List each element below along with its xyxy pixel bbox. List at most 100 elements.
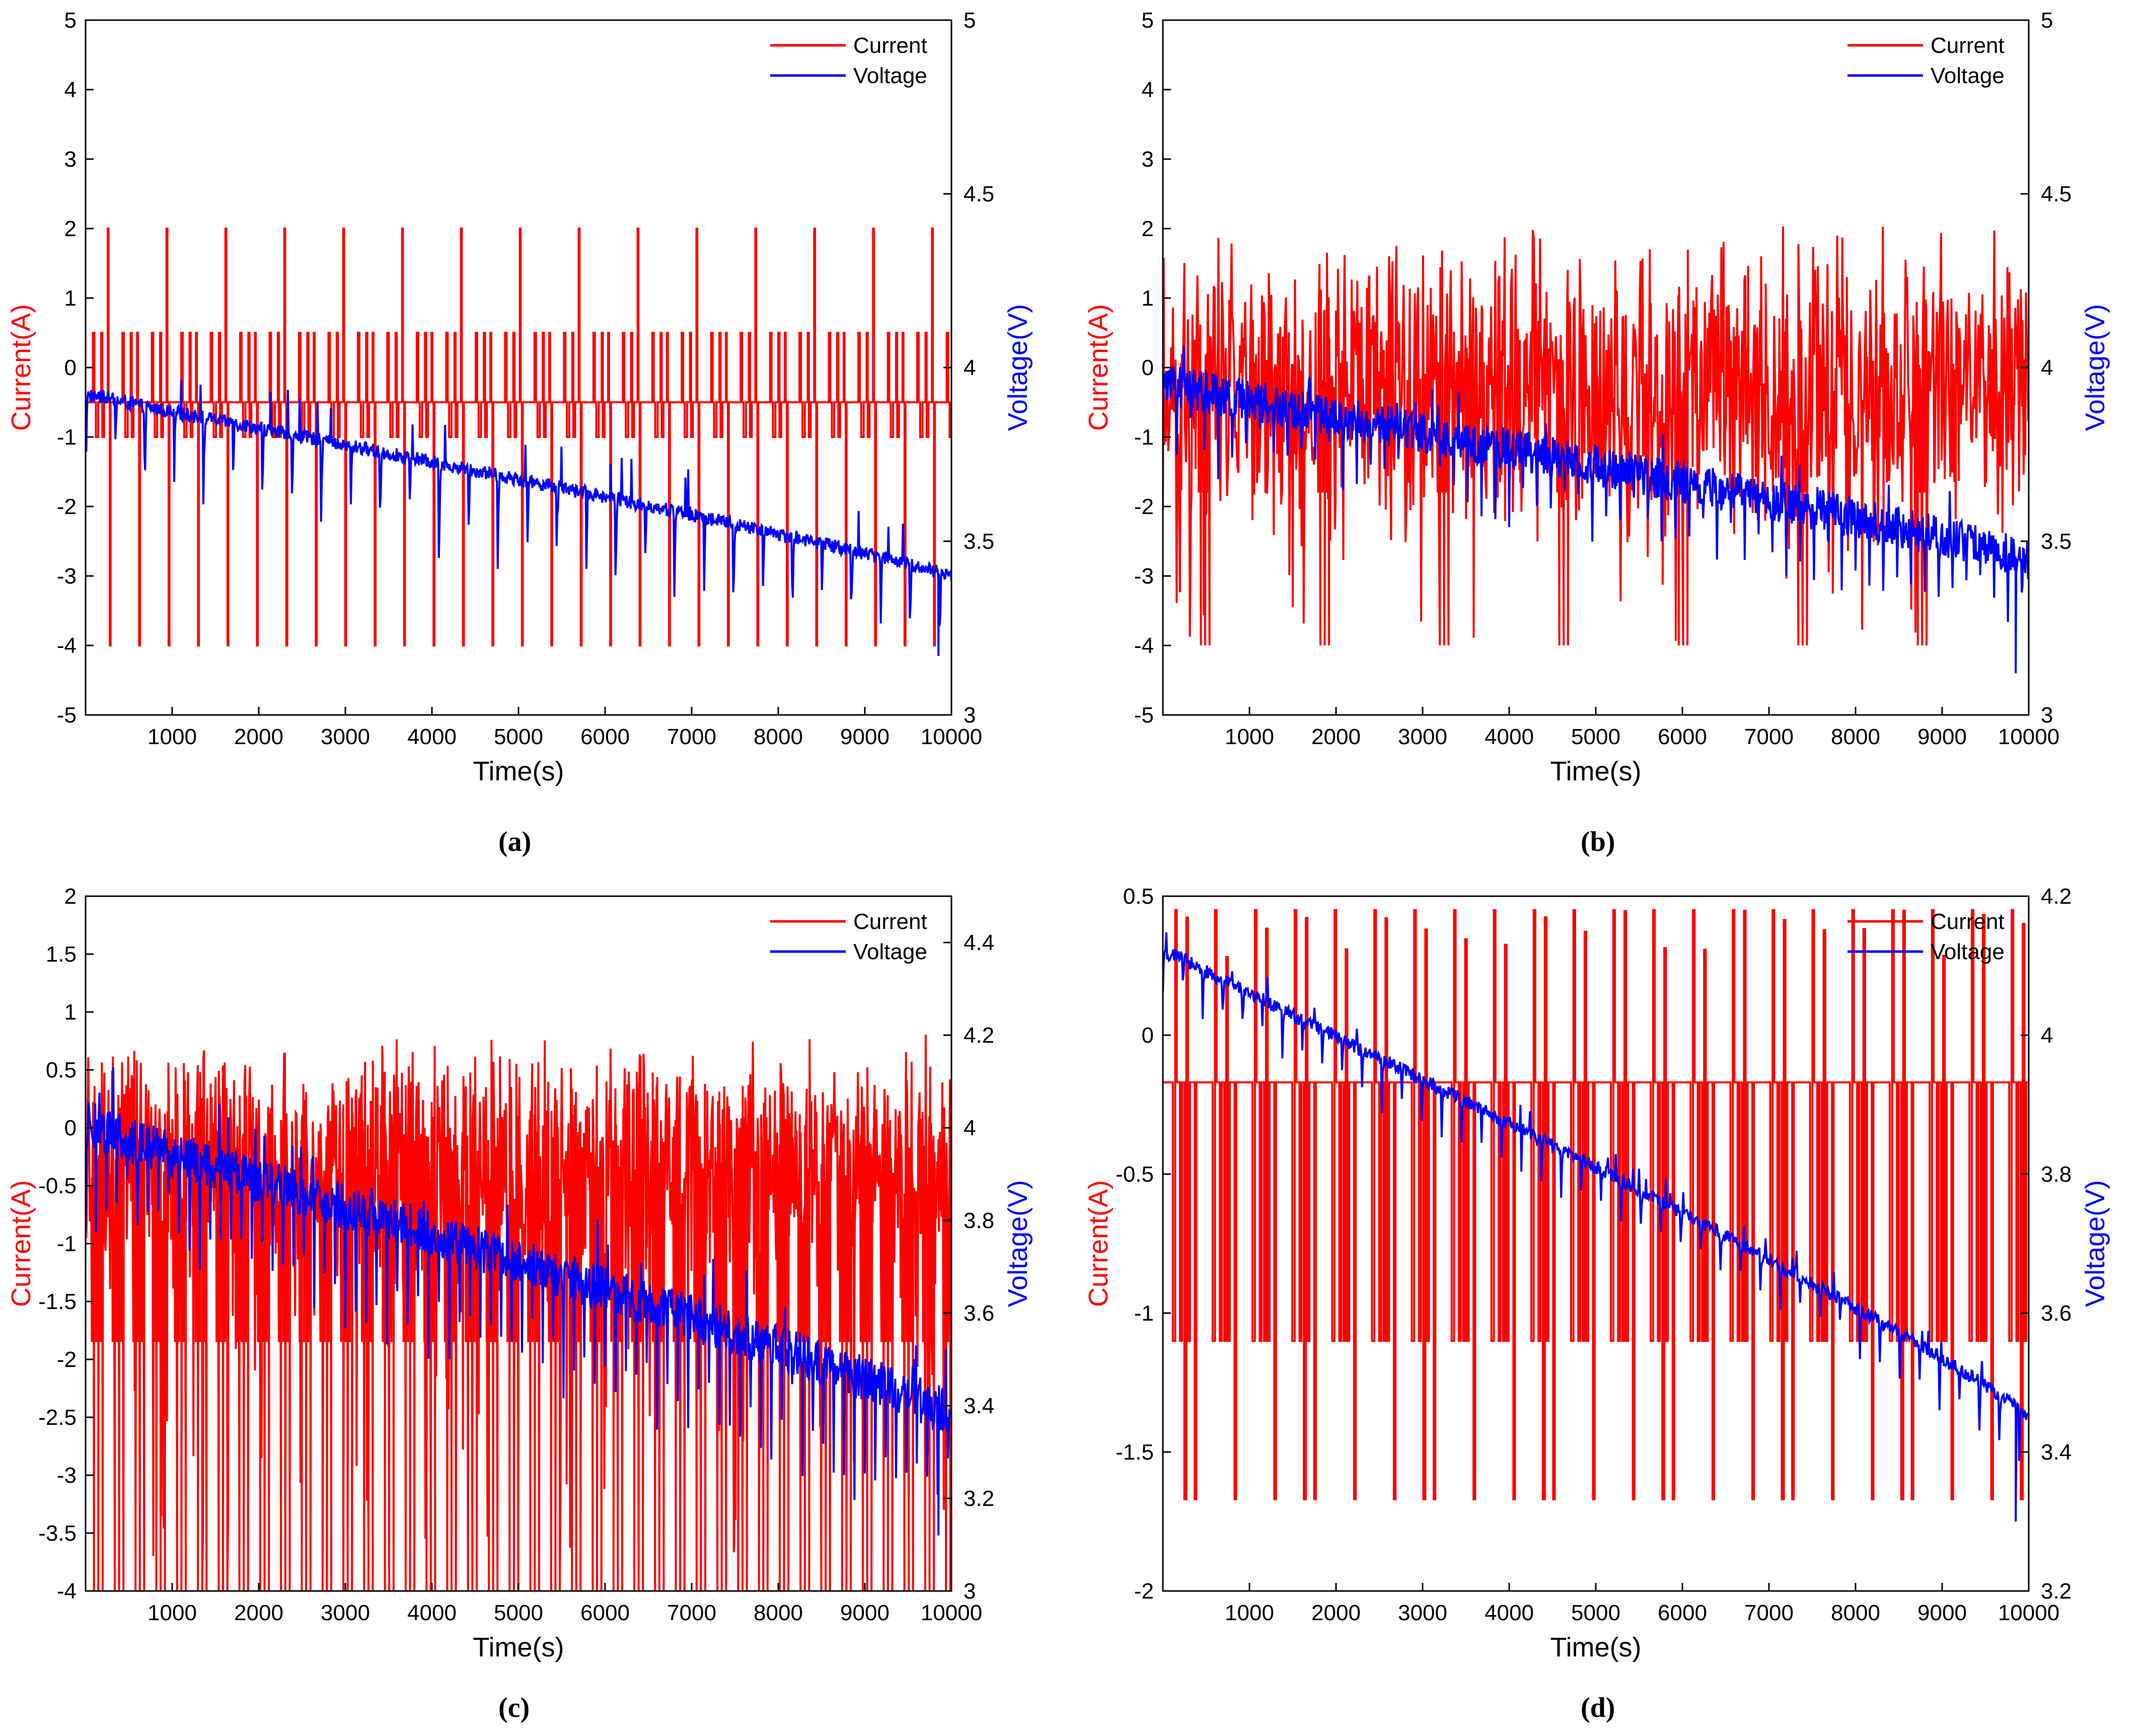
- y2-tick-label: 4.5: [2041, 182, 2072, 206]
- plot-area: [1163, 909, 2029, 1522]
- x-tick-label: 3000: [1398, 1601, 1447, 1625]
- caption-b: (b): [1581, 826, 1615, 857]
- y-tick-label: 3: [64, 147, 77, 172]
- x-tick-label: 3000: [321, 1601, 370, 1625]
- y2-tick-label: 4.2: [964, 1023, 994, 1048]
- legend-current-label: Current: [1931, 909, 2005, 934]
- x-tick-label: 2000: [234, 725, 283, 749]
- x-axis-title: Time(s): [1550, 1632, 1642, 1662]
- y-tick-label: 1: [64, 1000, 77, 1025]
- y2-tick-label: 4.4: [964, 930, 994, 955]
- x-tick-label: 8000: [1831, 1601, 1880, 1625]
- x-tick-label: 5000: [494, 725, 543, 749]
- plot-area: [1163, 226, 2029, 674]
- x-tick-label: 4000: [407, 1601, 457, 1625]
- y-axis-title: Current(A): [6, 304, 36, 431]
- voltage-series-line: [86, 380, 951, 656]
- y-tick-label: 0: [64, 1116, 77, 1140]
- y-tick-label: -1: [1134, 425, 1154, 450]
- caption-c: (c): [498, 1692, 530, 1723]
- y-axis-title: Current(A): [6, 1180, 36, 1307]
- x-tick-label: 10000: [1998, 725, 2059, 749]
- y-tick-label: 0: [1142, 1023, 1154, 1048]
- x-tick-label: 6000: [1658, 725, 1707, 749]
- current-series-line: [86, 1034, 951, 1591]
- y2-tick-label: 4: [964, 1116, 976, 1140]
- x-axis-title: Time(s): [473, 1632, 564, 1662]
- x-tick-label: 6000: [580, 1601, 630, 1625]
- y-axis-title: Current(A): [1083, 1180, 1114, 1307]
- x-axis-title: Time(s): [473, 756, 564, 786]
- y2-axis-title: Voltage(V): [1003, 1180, 1033, 1307]
- y-tick-label: 5: [1142, 8, 1154, 33]
- x-tick-label: 7000: [667, 725, 716, 749]
- y2-tick-label: 3: [964, 703, 976, 728]
- x-tick-label: 2000: [1311, 1601, 1361, 1625]
- y-tick-label: -3.5: [38, 1521, 77, 1546]
- y2-axis-title: Voltage(V): [2080, 1180, 2110, 1307]
- y-tick-label: -1.5: [38, 1289, 77, 1314]
- x-tick-label: 4000: [407, 725, 457, 749]
- x-tick-label: 5000: [494, 1601, 543, 1625]
- y-tick-label: -2: [1134, 1579, 1154, 1604]
- y2-tick-label: 3.6: [964, 1301, 994, 1326]
- x-axis-title: Time(s): [1550, 756, 1642, 786]
- y2-tick-label: 3.2: [964, 1486, 994, 1511]
- axes-frame: [85, 19, 952, 716]
- y-tick-label: -3: [57, 1463, 77, 1488]
- legend-voltage-label: Voltage: [853, 939, 927, 964]
- y2-axis-title: Voltage(V): [2080, 304, 2110, 431]
- y2-tick-label: 4: [2041, 1023, 2053, 1048]
- y-tick-label: -2: [1134, 494, 1154, 519]
- y2-tick-label: 4.5: [964, 182, 994, 206]
- x-tick-label: 6000: [1658, 1601, 1707, 1625]
- y2-tick-label: 3.5: [2041, 529, 2072, 554]
- x-tick-label: 10000: [1998, 1601, 2059, 1625]
- voltage-series-line: [86, 1067, 951, 1536]
- legend-current-label: Current: [853, 909, 927, 934]
- y-tick-label: -3: [57, 564, 77, 589]
- y-tick-label: -1: [1134, 1301, 1154, 1326]
- caption-a: (a): [498, 826, 532, 857]
- y-tick-label: -5: [57, 703, 77, 728]
- x-tick-label: 1000: [1225, 1601, 1274, 1625]
- plot-area: [86, 228, 951, 656]
- x-tick-label: 9000: [840, 1601, 890, 1625]
- y-tick-label: 0: [64, 355, 77, 380]
- y-tick-label: -4: [57, 633, 77, 658]
- y-tick-label: 1: [1142, 286, 1154, 311]
- x-tick-label: 2000: [1311, 725, 1361, 749]
- x-tick-label: 8000: [1831, 725, 1880, 749]
- x-tick-label: 3000: [321, 725, 370, 749]
- y2-tick-label: 4.2: [2041, 884, 2072, 909]
- x-tick-label: 5000: [1571, 1601, 1620, 1625]
- legend-voltage-label: Voltage: [1931, 63, 2005, 88]
- x-tick-label: 8000: [754, 1601, 803, 1625]
- current-series-line: [1163, 226, 2029, 646]
- voltage-series-line: [1163, 932, 2029, 1522]
- x-tick-label: 10000: [921, 1601, 982, 1625]
- chart-panel-c: 1000 2000 3000 4000 5000 6000 7000 8000 9000 1000…: [6, 884, 1033, 1662]
- y-tick-label: 1: [64, 286, 77, 311]
- x-tick-label: 7000: [1744, 1601, 1794, 1625]
- y-tick-label: -4: [57, 1579, 77, 1604]
- y2-tick-label: 3.2: [2041, 1579, 2072, 1604]
- y-tick-label: 5: [64, 8, 77, 33]
- y2-tick-label: 3.5: [964, 529, 994, 554]
- y-tick-label: 4: [1142, 78, 1154, 102]
- legend-voltage-label: Voltage: [853, 63, 927, 88]
- y-tick-label: 2: [1142, 216, 1154, 241]
- y-tick-label: -1.5: [1116, 1440, 1154, 1465]
- y-tick-label: 2: [64, 884, 77, 909]
- y2-tick-label: 3: [964, 1579, 976, 1604]
- x-tick-label: 7000: [1744, 725, 1794, 749]
- x-tick-label: 9000: [840, 725, 890, 749]
- x-tick-label: 3000: [1398, 725, 1447, 749]
- current-series-line: [1163, 909, 2029, 1500]
- legend-current-label: Current: [853, 33, 927, 58]
- y2-tick-label: 3: [2041, 703, 2053, 728]
- x-tick-label: 1000: [1225, 725, 1274, 749]
- x-tick-label: 10000: [921, 725, 982, 749]
- y2-tick-label: 5: [964, 8, 976, 33]
